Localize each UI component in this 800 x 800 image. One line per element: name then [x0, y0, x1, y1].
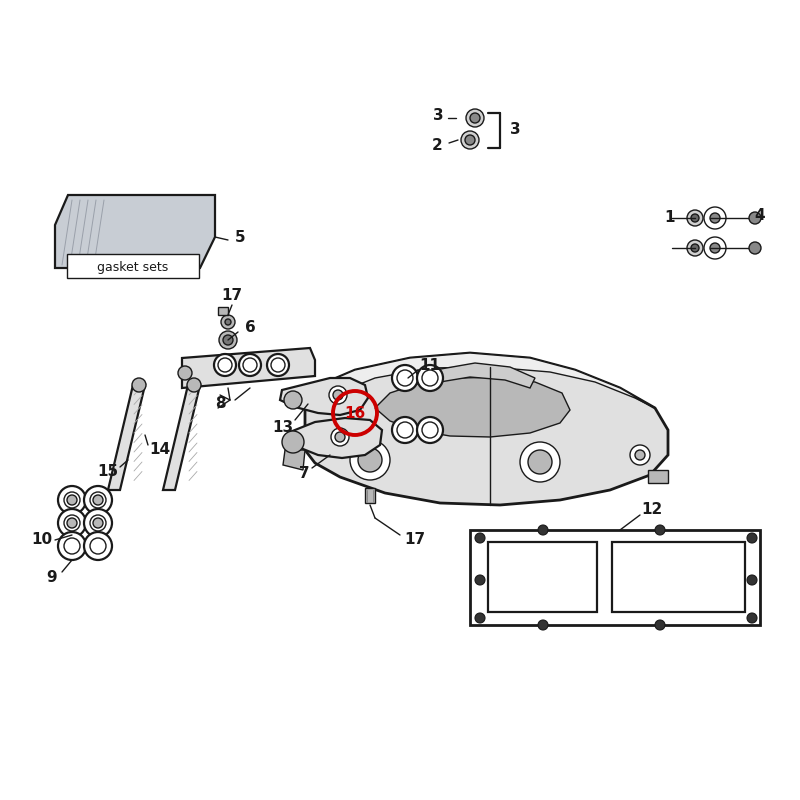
- Circle shape: [749, 242, 761, 254]
- Circle shape: [350, 440, 390, 480]
- Circle shape: [747, 575, 757, 585]
- FancyBboxPatch shape: [67, 254, 199, 278]
- Text: 10: 10: [31, 533, 53, 547]
- Circle shape: [58, 486, 86, 514]
- Polygon shape: [55, 195, 215, 268]
- Text: 8: 8: [214, 397, 226, 411]
- Circle shape: [223, 335, 233, 345]
- Circle shape: [214, 354, 236, 376]
- Circle shape: [466, 109, 484, 127]
- Text: 17: 17: [405, 533, 426, 547]
- Text: 13: 13: [273, 419, 294, 434]
- Circle shape: [655, 525, 665, 535]
- Circle shape: [392, 417, 418, 443]
- Circle shape: [84, 486, 112, 514]
- Circle shape: [335, 432, 345, 442]
- Text: 15: 15: [98, 465, 118, 479]
- Circle shape: [178, 366, 192, 380]
- Circle shape: [84, 532, 112, 560]
- Polygon shape: [182, 348, 315, 388]
- Polygon shape: [365, 488, 375, 503]
- Circle shape: [282, 431, 304, 453]
- Circle shape: [691, 244, 699, 252]
- Circle shape: [749, 212, 761, 224]
- Circle shape: [710, 213, 720, 223]
- Circle shape: [475, 533, 485, 543]
- Text: 3: 3: [433, 109, 443, 123]
- Circle shape: [687, 210, 703, 226]
- Circle shape: [465, 135, 475, 145]
- Text: 9: 9: [46, 570, 58, 586]
- Text: 2: 2: [432, 138, 442, 154]
- Text: gasket sets: gasket sets: [98, 261, 169, 274]
- Polygon shape: [375, 377, 570, 437]
- Circle shape: [93, 495, 103, 505]
- Circle shape: [520, 442, 560, 482]
- Circle shape: [58, 509, 86, 537]
- Polygon shape: [612, 542, 745, 612]
- Circle shape: [267, 354, 289, 376]
- Circle shape: [528, 450, 552, 474]
- Circle shape: [329, 386, 347, 404]
- Circle shape: [417, 417, 443, 443]
- Circle shape: [475, 575, 485, 585]
- Circle shape: [132, 378, 146, 392]
- Circle shape: [67, 495, 77, 505]
- Circle shape: [475, 613, 485, 623]
- Circle shape: [747, 613, 757, 623]
- Polygon shape: [425, 363, 535, 388]
- Text: 16: 16: [344, 406, 366, 421]
- Text: 3: 3: [510, 122, 520, 138]
- Text: 7: 7: [298, 466, 310, 482]
- Polygon shape: [488, 542, 597, 612]
- Circle shape: [635, 450, 645, 460]
- Circle shape: [58, 532, 86, 560]
- Polygon shape: [320, 353, 655, 408]
- Polygon shape: [648, 470, 668, 483]
- Circle shape: [93, 518, 103, 528]
- Circle shape: [655, 620, 665, 630]
- Polygon shape: [218, 307, 228, 315]
- Circle shape: [461, 131, 479, 149]
- Circle shape: [470, 113, 480, 123]
- Polygon shape: [163, 385, 200, 490]
- Text: 12: 12: [642, 502, 662, 518]
- Polygon shape: [283, 450, 305, 470]
- Circle shape: [710, 243, 720, 253]
- Circle shape: [221, 315, 235, 329]
- Circle shape: [331, 428, 349, 446]
- Text: 4: 4: [754, 207, 766, 222]
- Circle shape: [284, 391, 302, 409]
- Circle shape: [333, 390, 343, 400]
- Circle shape: [392, 365, 418, 391]
- Text: 5: 5: [234, 230, 246, 246]
- Circle shape: [538, 620, 548, 630]
- Text: 1: 1: [665, 210, 675, 226]
- Circle shape: [84, 509, 112, 537]
- Polygon shape: [280, 378, 368, 415]
- Text: 6: 6: [245, 321, 255, 335]
- Circle shape: [239, 354, 261, 376]
- Polygon shape: [287, 418, 382, 458]
- Text: 14: 14: [150, 442, 170, 458]
- Circle shape: [67, 518, 77, 528]
- Polygon shape: [305, 353, 668, 505]
- Circle shape: [417, 365, 443, 391]
- Circle shape: [691, 214, 699, 222]
- Text: 17: 17: [222, 287, 242, 302]
- Circle shape: [687, 240, 703, 256]
- Circle shape: [187, 378, 201, 392]
- Circle shape: [225, 319, 231, 325]
- Circle shape: [538, 525, 548, 535]
- Circle shape: [358, 448, 382, 472]
- Circle shape: [747, 533, 757, 543]
- Circle shape: [630, 445, 650, 465]
- Polygon shape: [108, 385, 145, 490]
- Circle shape: [219, 331, 237, 349]
- Text: 11: 11: [419, 358, 441, 373]
